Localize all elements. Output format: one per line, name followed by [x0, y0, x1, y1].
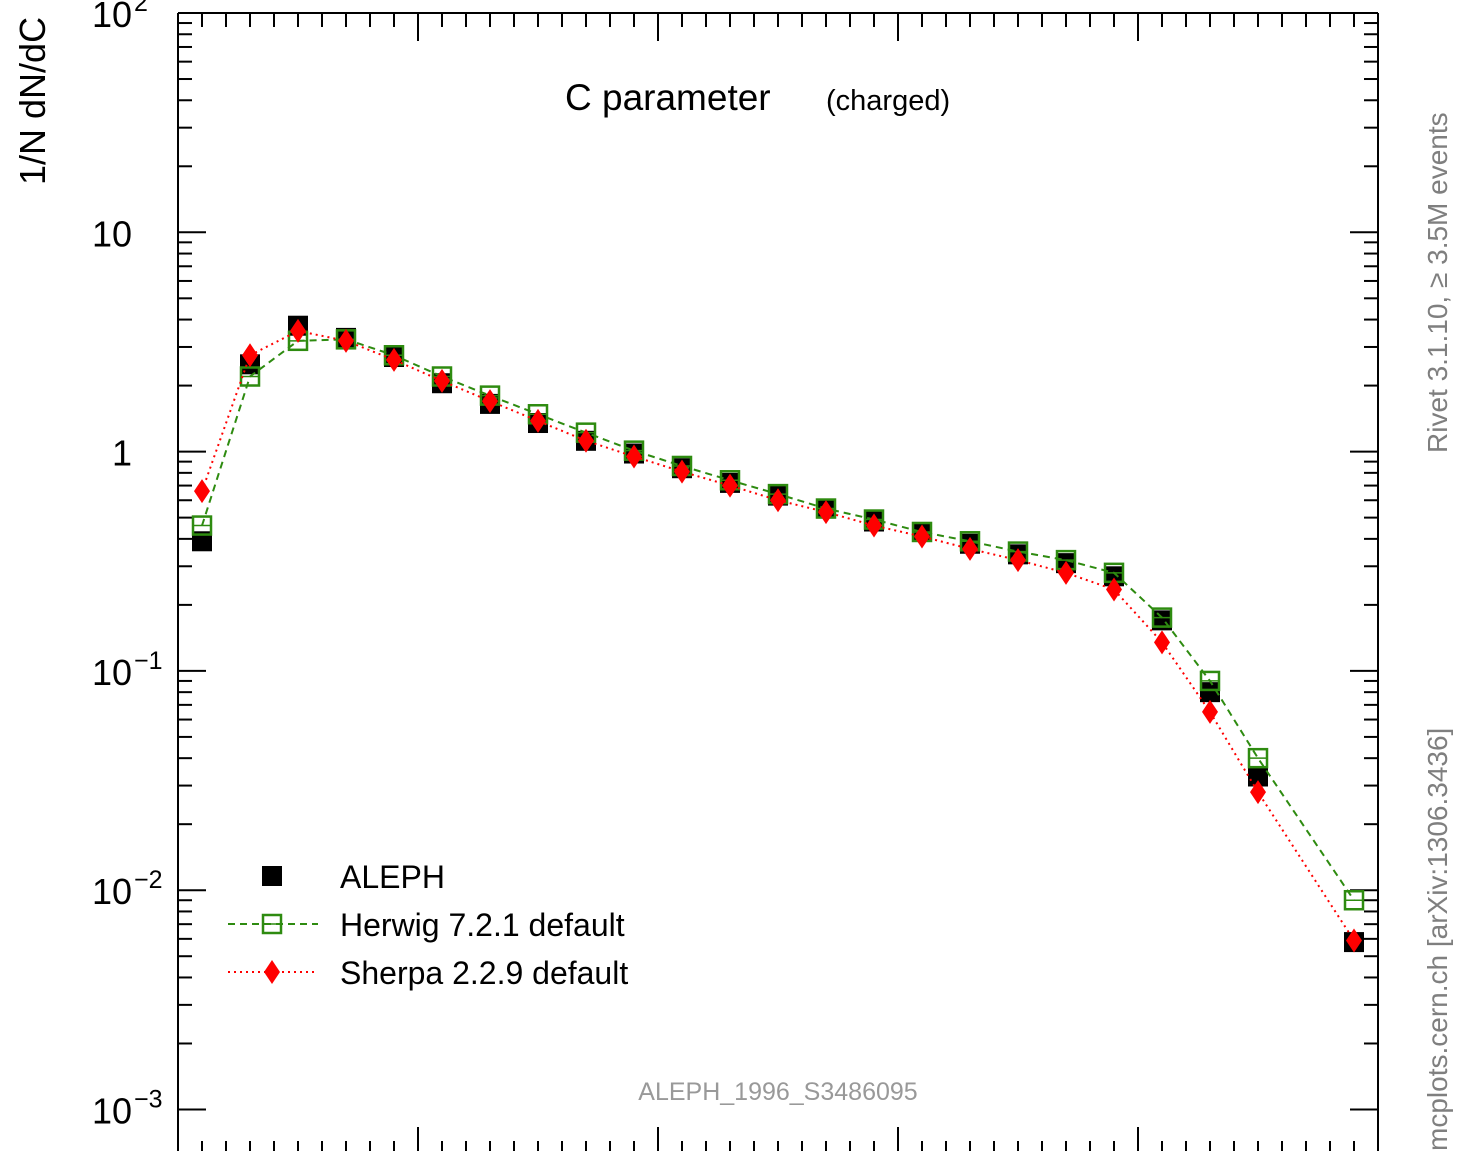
y-axis-label: 1/N dN/dC	[12, 17, 53, 185]
data-point	[242, 343, 258, 368]
data-point	[530, 408, 546, 433]
data-point	[482, 389, 498, 414]
legend-label: Herwig 7.2.1 default	[340, 907, 625, 943]
series-line-1	[201, 338, 1355, 901]
data-point	[1106, 577, 1122, 602]
rivet-version-label: Rivet 3.1.10, ≥ 3.5M events	[1422, 112, 1453, 453]
y-tick-label: 10	[92, 652, 132, 693]
y-tick-label: 10	[92, 871, 132, 912]
series-layer	[191, 315, 1365, 953]
data-point	[866, 513, 882, 538]
legend-entry-1: Herwig 7.2.1 default	[228, 907, 625, 943]
y-tick-label: 10	[92, 0, 132, 35]
legend: ALEPH Herwig 7.2.1 default Sherpa 2.2.9 de…	[228, 859, 628, 991]
data-point	[1058, 560, 1074, 585]
data-point	[290, 318, 306, 343]
data-point	[962, 536, 978, 561]
data-point	[194, 479, 210, 504]
data-point	[626, 444, 642, 469]
legend-label: ALEPH	[340, 859, 445, 895]
legend-label: Sherpa 2.2.9 default	[340, 955, 628, 991]
mcplots-label: mcplots.cern.ch [arXiv:1306.3436]	[1422, 727, 1453, 1151]
data-point	[1200, 682, 1220, 703]
y-tick-label: 1	[112, 433, 132, 474]
data-point	[914, 524, 930, 549]
legend-marker	[262, 866, 282, 886]
chart-title: C parameter	[565, 77, 771, 118]
data-point	[722, 473, 738, 498]
data-point	[386, 347, 402, 372]
data-point	[818, 500, 834, 525]
data-point	[1154, 630, 1170, 655]
series-0	[192, 315, 1364, 953]
y-tick-label-exponent: −1	[134, 647, 163, 675]
data-point	[1346, 928, 1362, 953]
data-point	[338, 328, 354, 353]
data-point	[1248, 766, 1268, 787]
data-point	[674, 459, 690, 484]
series-2	[194, 318, 1362, 953]
y-tick-label: 10	[92, 1091, 132, 1132]
chart-title-suffix: (charged)	[826, 85, 950, 117]
data-point	[578, 428, 594, 453]
y-tick-label: 10	[92, 213, 132, 254]
legend-entry-2: Sherpa 2.2.9 default	[228, 955, 628, 991]
data-point	[1250, 780, 1266, 805]
legend-marker	[264, 960, 280, 984]
series-line-2	[201, 329, 1355, 941]
legend-entry-0: ALEPH	[262, 859, 445, 895]
data-point	[192, 531, 212, 552]
y-tick-label-exponent: 2	[134, 0, 148, 17]
analysis-annotation: ALEPH_1996_S3486095	[638, 1078, 917, 1106]
data-point	[770, 488, 786, 513]
y-tick-label-exponent: −3	[134, 1086, 163, 1114]
y-tick-label-exponent: −2	[134, 866, 163, 894]
data-point	[1010, 548, 1026, 573]
data-point	[1202, 699, 1218, 724]
series-1	[191, 329, 1365, 911]
data-point	[434, 368, 450, 393]
